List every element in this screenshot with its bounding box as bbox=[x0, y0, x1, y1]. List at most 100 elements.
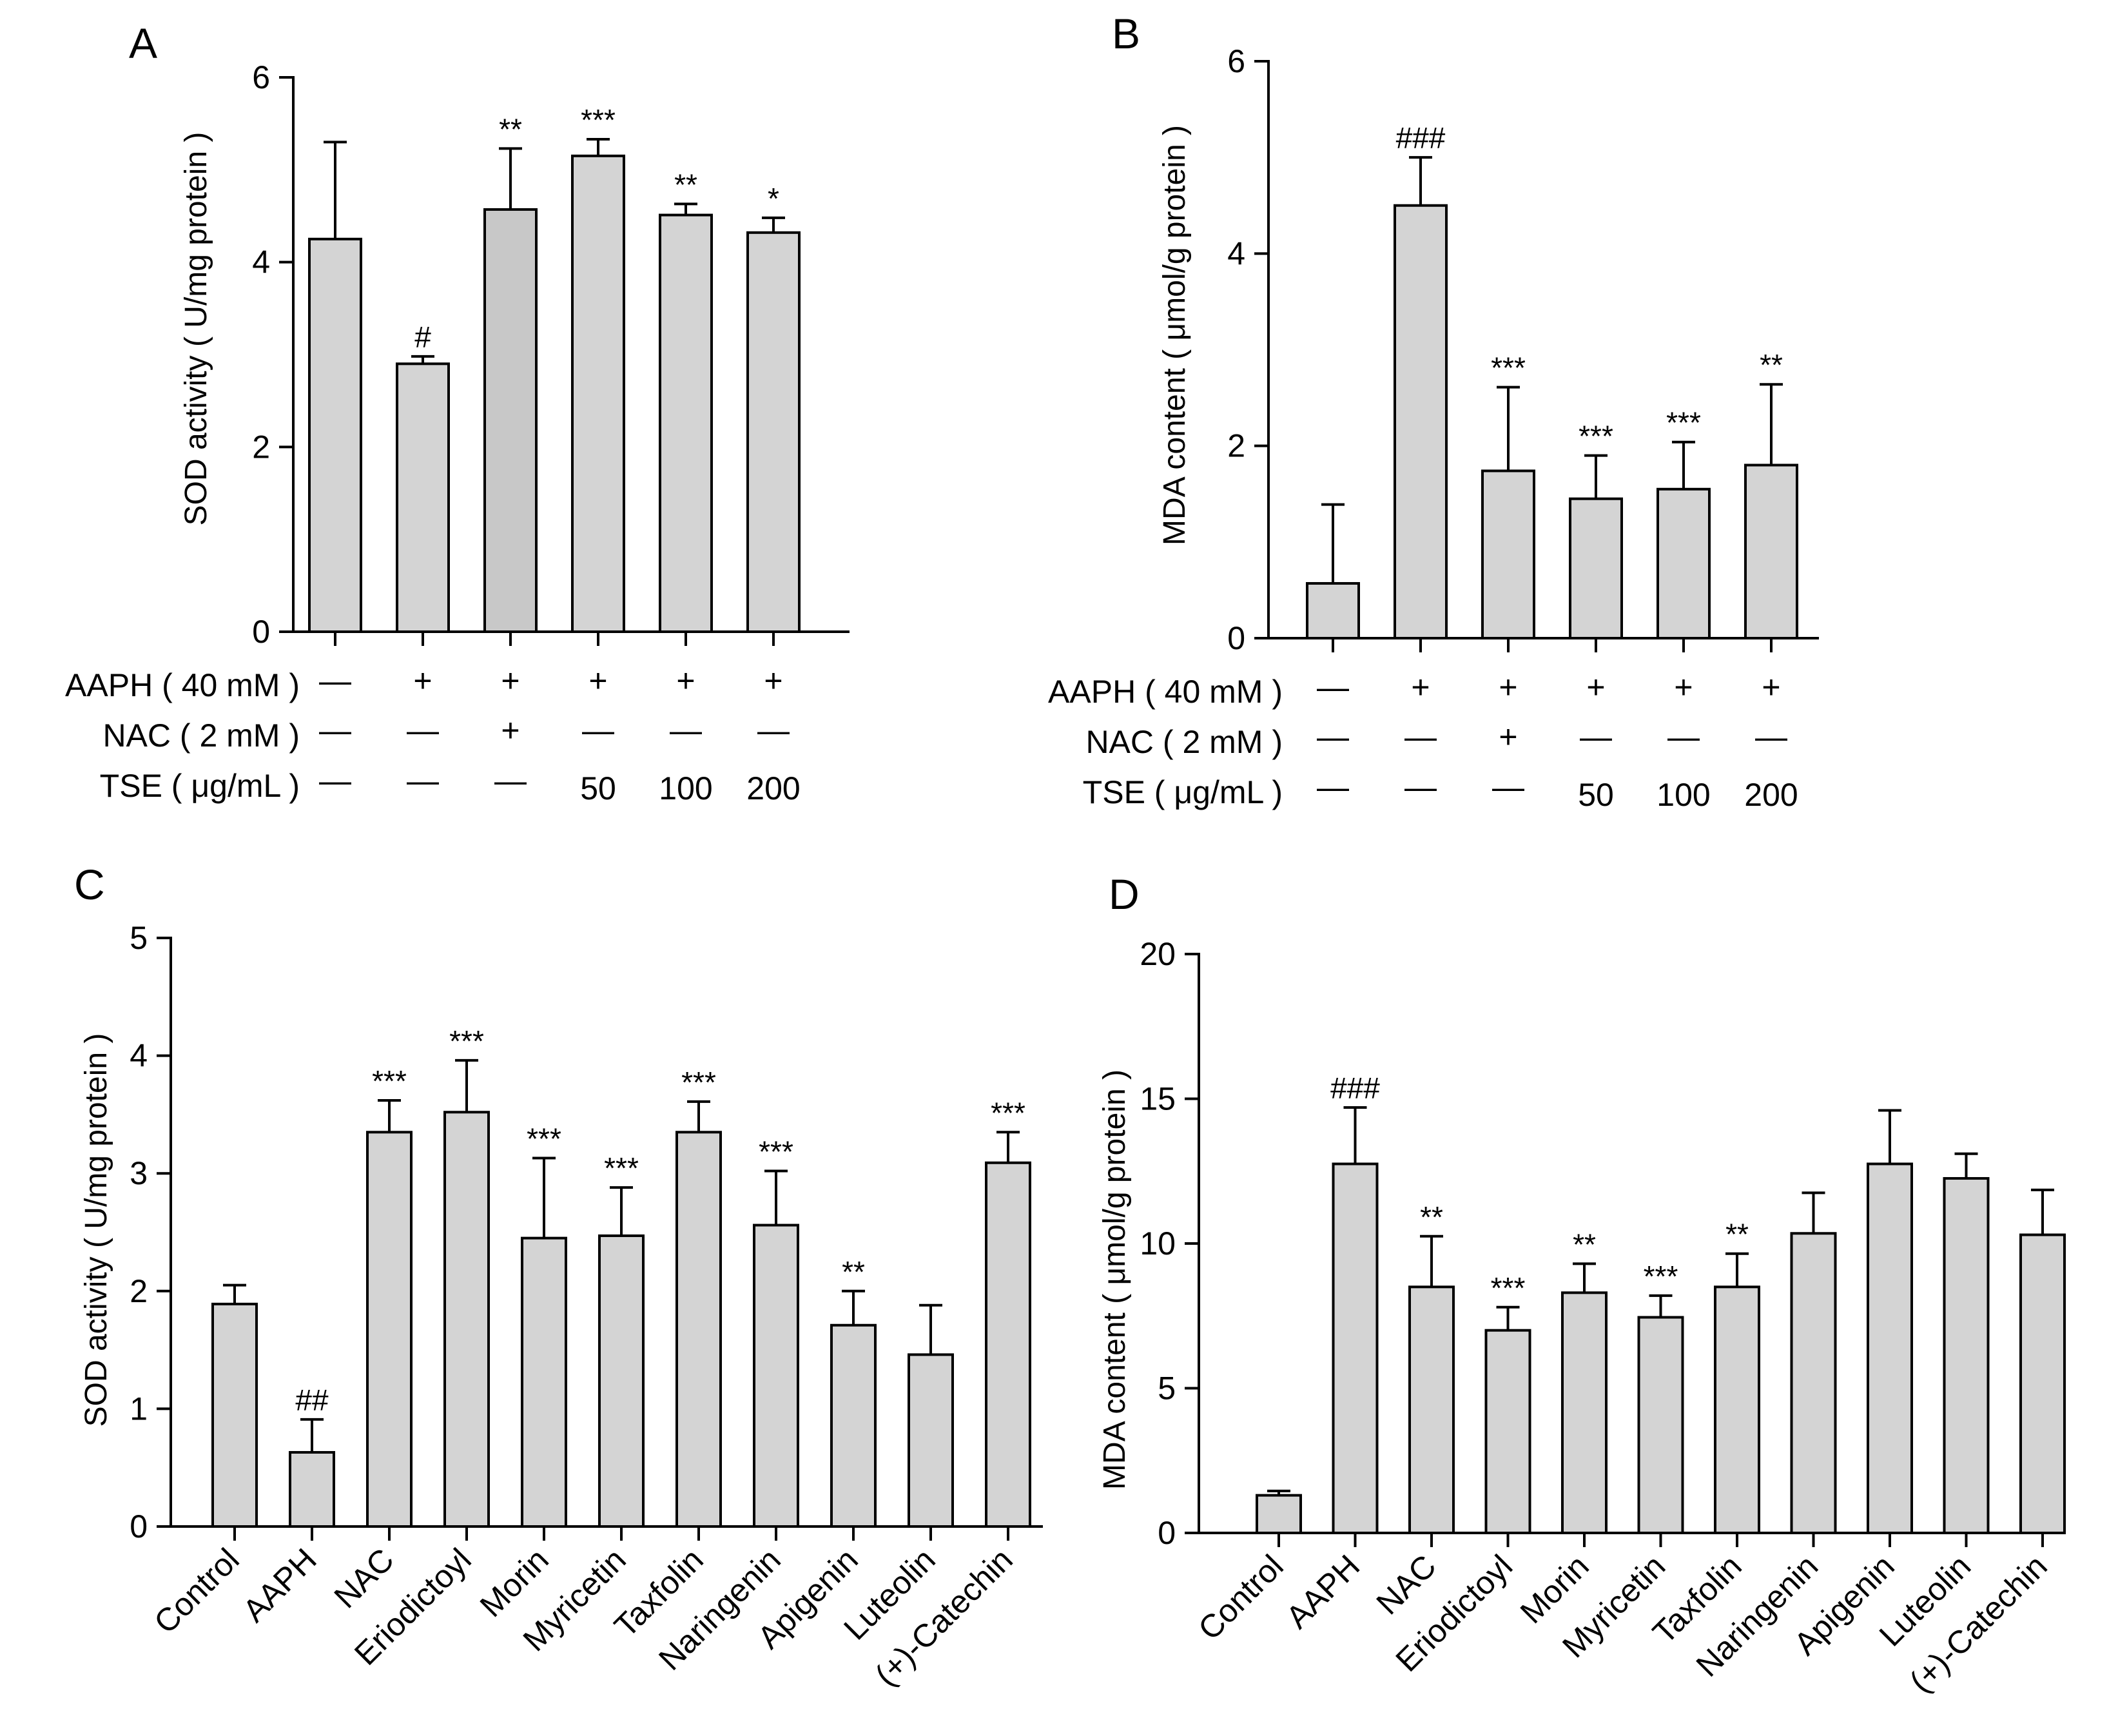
panel-d-y-axis-title: MDA content ( μmol/g protein ) bbox=[1098, 1069, 1132, 1490]
panel-c-bar bbox=[830, 1323, 877, 1528]
panel-b-bar bbox=[1744, 463, 1798, 639]
panel-d-label: D bbox=[1109, 870, 1140, 918]
panel-b-cond-label-aaph: AAPH ( 40 mM ) bbox=[1048, 674, 1283, 710]
panel-a-condition-mark: — bbox=[582, 712, 614, 748]
panel-a-condition-mark: + bbox=[588, 663, 607, 699]
panel-a-cond-label-tse: TSE ( μg/mL ) bbox=[100, 768, 300, 804]
panel-a-significance-mark: ** bbox=[499, 112, 522, 146]
panel-a-condition-mark: + bbox=[764, 663, 782, 699]
panel-a-axes bbox=[292, 76, 850, 646]
panel-b-axes bbox=[1267, 60, 1819, 652]
panel-a-y-tick-label: 6 bbox=[252, 59, 270, 95]
panel-d-bar bbox=[1637, 1316, 1684, 1534]
panel-a-condition-mark: — bbox=[319, 712, 351, 748]
panel-b-significance-mark: *** bbox=[1491, 351, 1526, 385]
panel-d-significance-mark: ** bbox=[1420, 1200, 1443, 1234]
panel-d-bar bbox=[1714, 1285, 1760, 1534]
panel-d-y-tick-label: 20 bbox=[1140, 936, 1176, 972]
panel-c-significance-mark: *** bbox=[527, 1122, 561, 1155]
panel-a-condition-mark: — bbox=[407, 763, 439, 799]
panel-b-y-tick-label: 2 bbox=[1227, 428, 1245, 464]
panel-a-bars: #** ***** * bbox=[308, 103, 801, 634]
panel-a-condition-mark: — bbox=[407, 712, 439, 748]
panel-c-y-tick-label: 3 bbox=[130, 1155, 148, 1191]
panel-c-bar bbox=[211, 1302, 258, 1528]
panel-a-condition-mark: + bbox=[501, 663, 520, 699]
panel-d-y-ticks: 0 5 10 15 20 bbox=[1140, 936, 1199, 1551]
panel-b-y-tick-label: 4 bbox=[1227, 235, 1245, 271]
panel-c-y-tick-label: 1 bbox=[130, 1390, 148, 1427]
panel-a-condition-table: AAPH ( 40 mM ) NAC ( 2 mM ) TSE ( μg/mL … bbox=[65, 663, 801, 806]
panel-b-condition-mark: — bbox=[1317, 669, 1349, 705]
panel-b-significance-mark: *** bbox=[1579, 420, 1613, 453]
panel-a-cond-label-aaph: AAPH ( 40 mM ) bbox=[65, 667, 300, 703]
panel-a-y-tick-label: 0 bbox=[252, 614, 270, 650]
panel-a-bar bbox=[746, 231, 801, 633]
panel-c-axes bbox=[170, 937, 1043, 1541]
panel-a-condition-mark: + bbox=[501, 712, 520, 748]
panel-c-bar bbox=[908, 1353, 954, 1528]
panel-d-y-tick-label: 5 bbox=[1158, 1370, 1176, 1407]
panel-a-significance-mark: *** bbox=[581, 103, 616, 137]
panel-c-bar bbox=[753, 1224, 799, 1528]
panel-c-significance-mark: *** bbox=[759, 1135, 793, 1169]
panel-b-significance-mark: ### bbox=[1396, 121, 1446, 155]
panel-c-bar bbox=[366, 1131, 413, 1528]
panel-d-bar bbox=[1332, 1162, 1379, 1534]
panel-b-condition-mark: — bbox=[1755, 719, 1787, 755]
panel-c-bar bbox=[985, 1161, 1031, 1528]
panel-d-bar bbox=[1484, 1329, 1531, 1534]
panel-a-significance-mark: * bbox=[768, 182, 779, 215]
panel-d-bar bbox=[1943, 1176, 1990, 1534]
panel-d-y-tick-label: 15 bbox=[1140, 1081, 1176, 1117]
panel-c-significance-mark: ## bbox=[295, 1383, 329, 1417]
panel-c-y-tick-label: 2 bbox=[130, 1273, 148, 1309]
panel-c-bar bbox=[521, 1236, 567, 1528]
panel-b-condition-mark: + bbox=[1499, 669, 1517, 705]
panel-a-y-ticks: 0 2 4 6 bbox=[252, 59, 293, 650]
panel-b-bar bbox=[1481, 469, 1535, 639]
panel-d-axes bbox=[1198, 953, 2061, 1547]
panel-b-condition-mark: — bbox=[1317, 769, 1349, 805]
panel-a-bar bbox=[483, 208, 538, 633]
panel-b-condition-mark: — bbox=[1492, 769, 1524, 805]
panel-a-bar bbox=[396, 362, 450, 633]
panel-d-significance-mark: *** bbox=[1644, 1260, 1678, 1293]
panel-c-y-tick-label: 4 bbox=[130, 1038, 148, 1074]
panel-d-bars: ###************ bbox=[1256, 1071, 2066, 1535]
panel-b-condition-mark: 50 bbox=[1578, 777, 1614, 813]
panel-a-bar bbox=[308, 237, 362, 634]
panel-c-bar bbox=[675, 1131, 722, 1528]
panel-b: B MDA content ( μmol/g protein ) 0 2 4 6 ##… bbox=[1048, 10, 1819, 813]
panel-d-bar bbox=[1561, 1291, 1608, 1534]
panel-a-bar bbox=[571, 154, 625, 634]
panel-b-y-tick-label: 6 bbox=[1227, 43, 1245, 79]
panel-a-condition-mark: 200 bbox=[746, 770, 800, 806]
panel-a-condition-mark: — bbox=[670, 712, 702, 748]
panel-b-condition-mark: + bbox=[1762, 669, 1780, 705]
panel-a-condition-mark: — bbox=[757, 712, 790, 748]
panel-a-condition-mark: — bbox=[494, 763, 527, 799]
panel-c-significance-mark: *** bbox=[681, 1066, 716, 1099]
panel-b-condition-mark: — bbox=[1667, 719, 1700, 755]
panel-b-y-axis-title: MDA content ( μmol/g protein ) bbox=[1158, 125, 1192, 545]
panel-d-bar bbox=[1256, 1494, 1302, 1534]
panel-b-condition-mark: + bbox=[1586, 669, 1605, 705]
panel-d-significance-mark: *** bbox=[1491, 1271, 1526, 1305]
panel-c-label: C bbox=[74, 861, 105, 908]
panel-a-condition-mark: 50 bbox=[580, 770, 616, 806]
panel-b-condition-mark: + bbox=[1411, 669, 1430, 705]
panel-b-y-tick-label: 0 bbox=[1227, 620, 1245, 656]
panel-d-bar bbox=[1867, 1162, 1913, 1534]
panel-c-significance-mark: *** bbox=[372, 1064, 407, 1098]
panel-b-bar bbox=[1569, 497, 1623, 639]
panel-a-condition-mark: + bbox=[676, 663, 695, 699]
panel-c-significance-mark: *** bbox=[991, 1096, 1025, 1129]
panel-a-y-tick-label: 4 bbox=[252, 244, 270, 280]
panel-c-bars: ##*********************** bbox=[211, 1024, 1031, 1528]
panel-b-condition-mark: 100 bbox=[1657, 777, 1710, 813]
panel-a-significance-mark: ** bbox=[674, 168, 697, 201]
panel-c-y-ticks: 0 1 2 3 4 5 bbox=[130, 920, 171, 1545]
